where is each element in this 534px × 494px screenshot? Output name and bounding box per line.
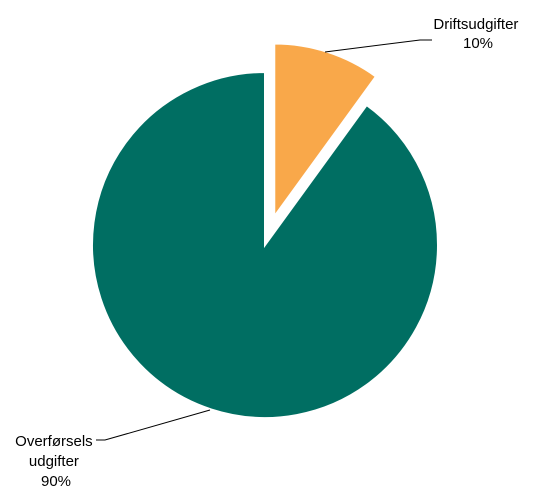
leader-line-overforsels-udgifter	[96, 409, 211, 441]
leader-lines	[96, 39, 432, 441]
label-overforsels-percent: 90%	[41, 473, 71, 490]
label-driftsudgifter-percent: 10%	[463, 35, 493, 52]
label-overforsels-name-line2: udgifter	[29, 453, 79, 470]
label-overforsels-name-line1: Overførsels	[15, 433, 93, 450]
pie-slice-overforsels-udgifter	[91, 70, 439, 419]
leader-line-driftsudgifter	[324, 39, 432, 53]
label-driftsudgifter-name: Driftsudgifter	[433, 16, 518, 33]
pie-slices	[91, 42, 439, 419]
label-overforsels-udgifter: Overførsels udgifter 90%	[15, 433, 97, 490]
slice-labels: Driftsudgifter 10% Overførsels udgifter …	[15, 16, 522, 490]
label-driftsudgifter: Driftsudgifter 10%	[433, 16, 522, 52]
